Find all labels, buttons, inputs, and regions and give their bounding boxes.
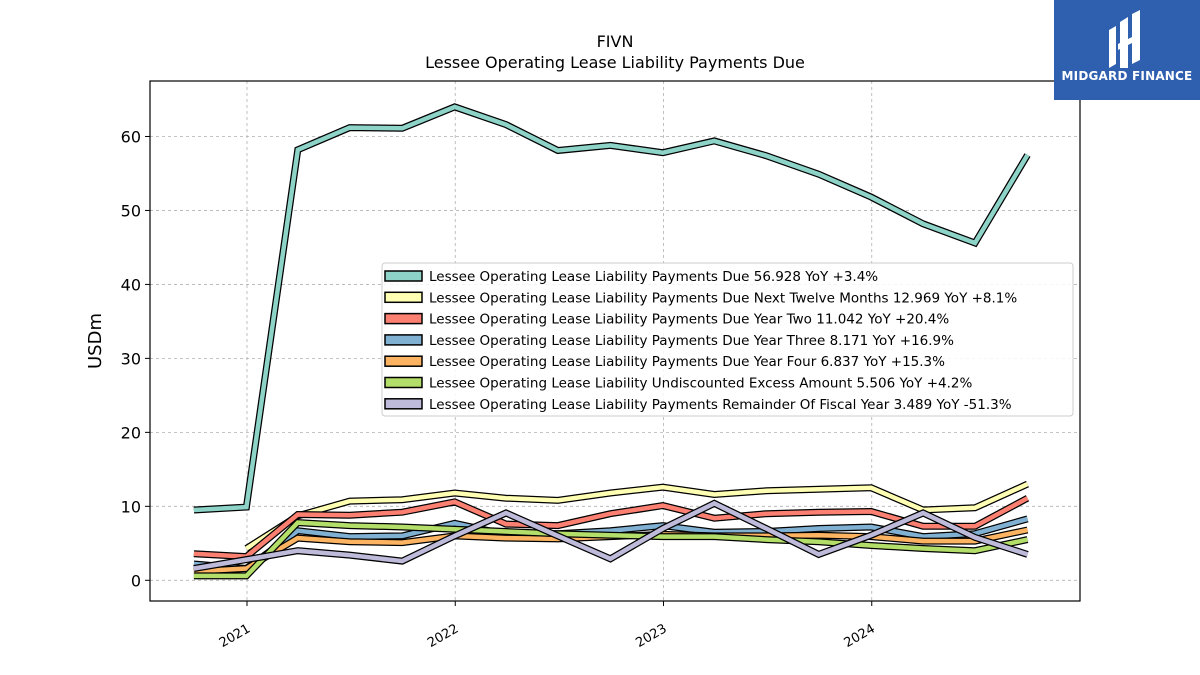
- plot-area-frame: [149, 80, 1081, 602]
- y-tick-label: 40: [121, 275, 141, 294]
- legend-entry-label: Lessee Operating Lease Liability Payment…: [429, 290, 1017, 306]
- series-line-stroke: [193, 496, 1029, 559]
- logo-text: MIDGARD FINANCE: [1061, 69, 1193, 83]
- legend-entry-label: Lessee Operating Lease Liability Payment…: [429, 269, 878, 285]
- y-axis-label: USDm: [85, 313, 106, 369]
- x-tick-label: 2023: [633, 621, 669, 651]
- y-tick-label: 20: [121, 423, 141, 442]
- legend-swatch: [384, 334, 423, 346]
- legend-swatch: [384, 355, 423, 367]
- legend-entry-label: Lessee Operating Lease Liability Payment…: [429, 354, 945, 370]
- legend: Lessee Operating Lease Liability Payment…: [381, 262, 1074, 417]
- legend-swatch: [384, 291, 423, 304]
- series-lines: [193, 103, 1031, 580]
- legend-box: [381, 262, 1074, 417]
- series-line-1: [193, 103, 1031, 514]
- series-line-3: [193, 495, 1030, 561]
- x-tick-label: 2024: [842, 621, 878, 651]
- y-tick-label: 10: [121, 497, 141, 516]
- brand-logo: MIDGARD FINANCE: [1054, 0, 1200, 100]
- x-tick-label: 2022: [425, 621, 461, 651]
- y-tick-label: 0: [131, 571, 141, 590]
- series-line-stroke: [193, 500, 1029, 571]
- legend-swatch: [384, 376, 423, 389]
- legend-entry-label: Lessee Operating Lease Liability Payment…: [429, 333, 954, 349]
- logo-mark-icon: [1109, 10, 1140, 68]
- legend-entry-label: Lessee Operating Lease Liability Undisco…: [429, 376, 973, 392]
- series-line-stroke: [193, 520, 1028, 579]
- chart-subtitle: Lessee Operating Lease Liability Payment…: [425, 53, 805, 72]
- y-tick-label: 30: [121, 349, 141, 368]
- y-tick-label: 50: [121, 201, 141, 220]
- legend-entry-label: Lessee Operating Lease Liability Payment…: [429, 312, 949, 328]
- legend-swatch: [384, 270, 423, 282]
- series-line-7: [193, 499, 1029, 572]
- y-tick-label: 60: [121, 127, 141, 146]
- series-line-6: [193, 519, 1029, 580]
- chart-title: FIVN: [597, 32, 634, 51]
- legend-swatch: [384, 398, 423, 410]
- x-tick-label: 2021: [217, 621, 253, 651]
- series-line-stroke: [193, 104, 1030, 513]
- legend-swatch: [384, 312, 423, 325]
- legend-entry-label: Lessee Operating Lease Liability Payment…: [429, 397, 1012, 413]
- series-line-2: [244, 480, 1029, 552]
- series-line-stroke: [245, 482, 1029, 551]
